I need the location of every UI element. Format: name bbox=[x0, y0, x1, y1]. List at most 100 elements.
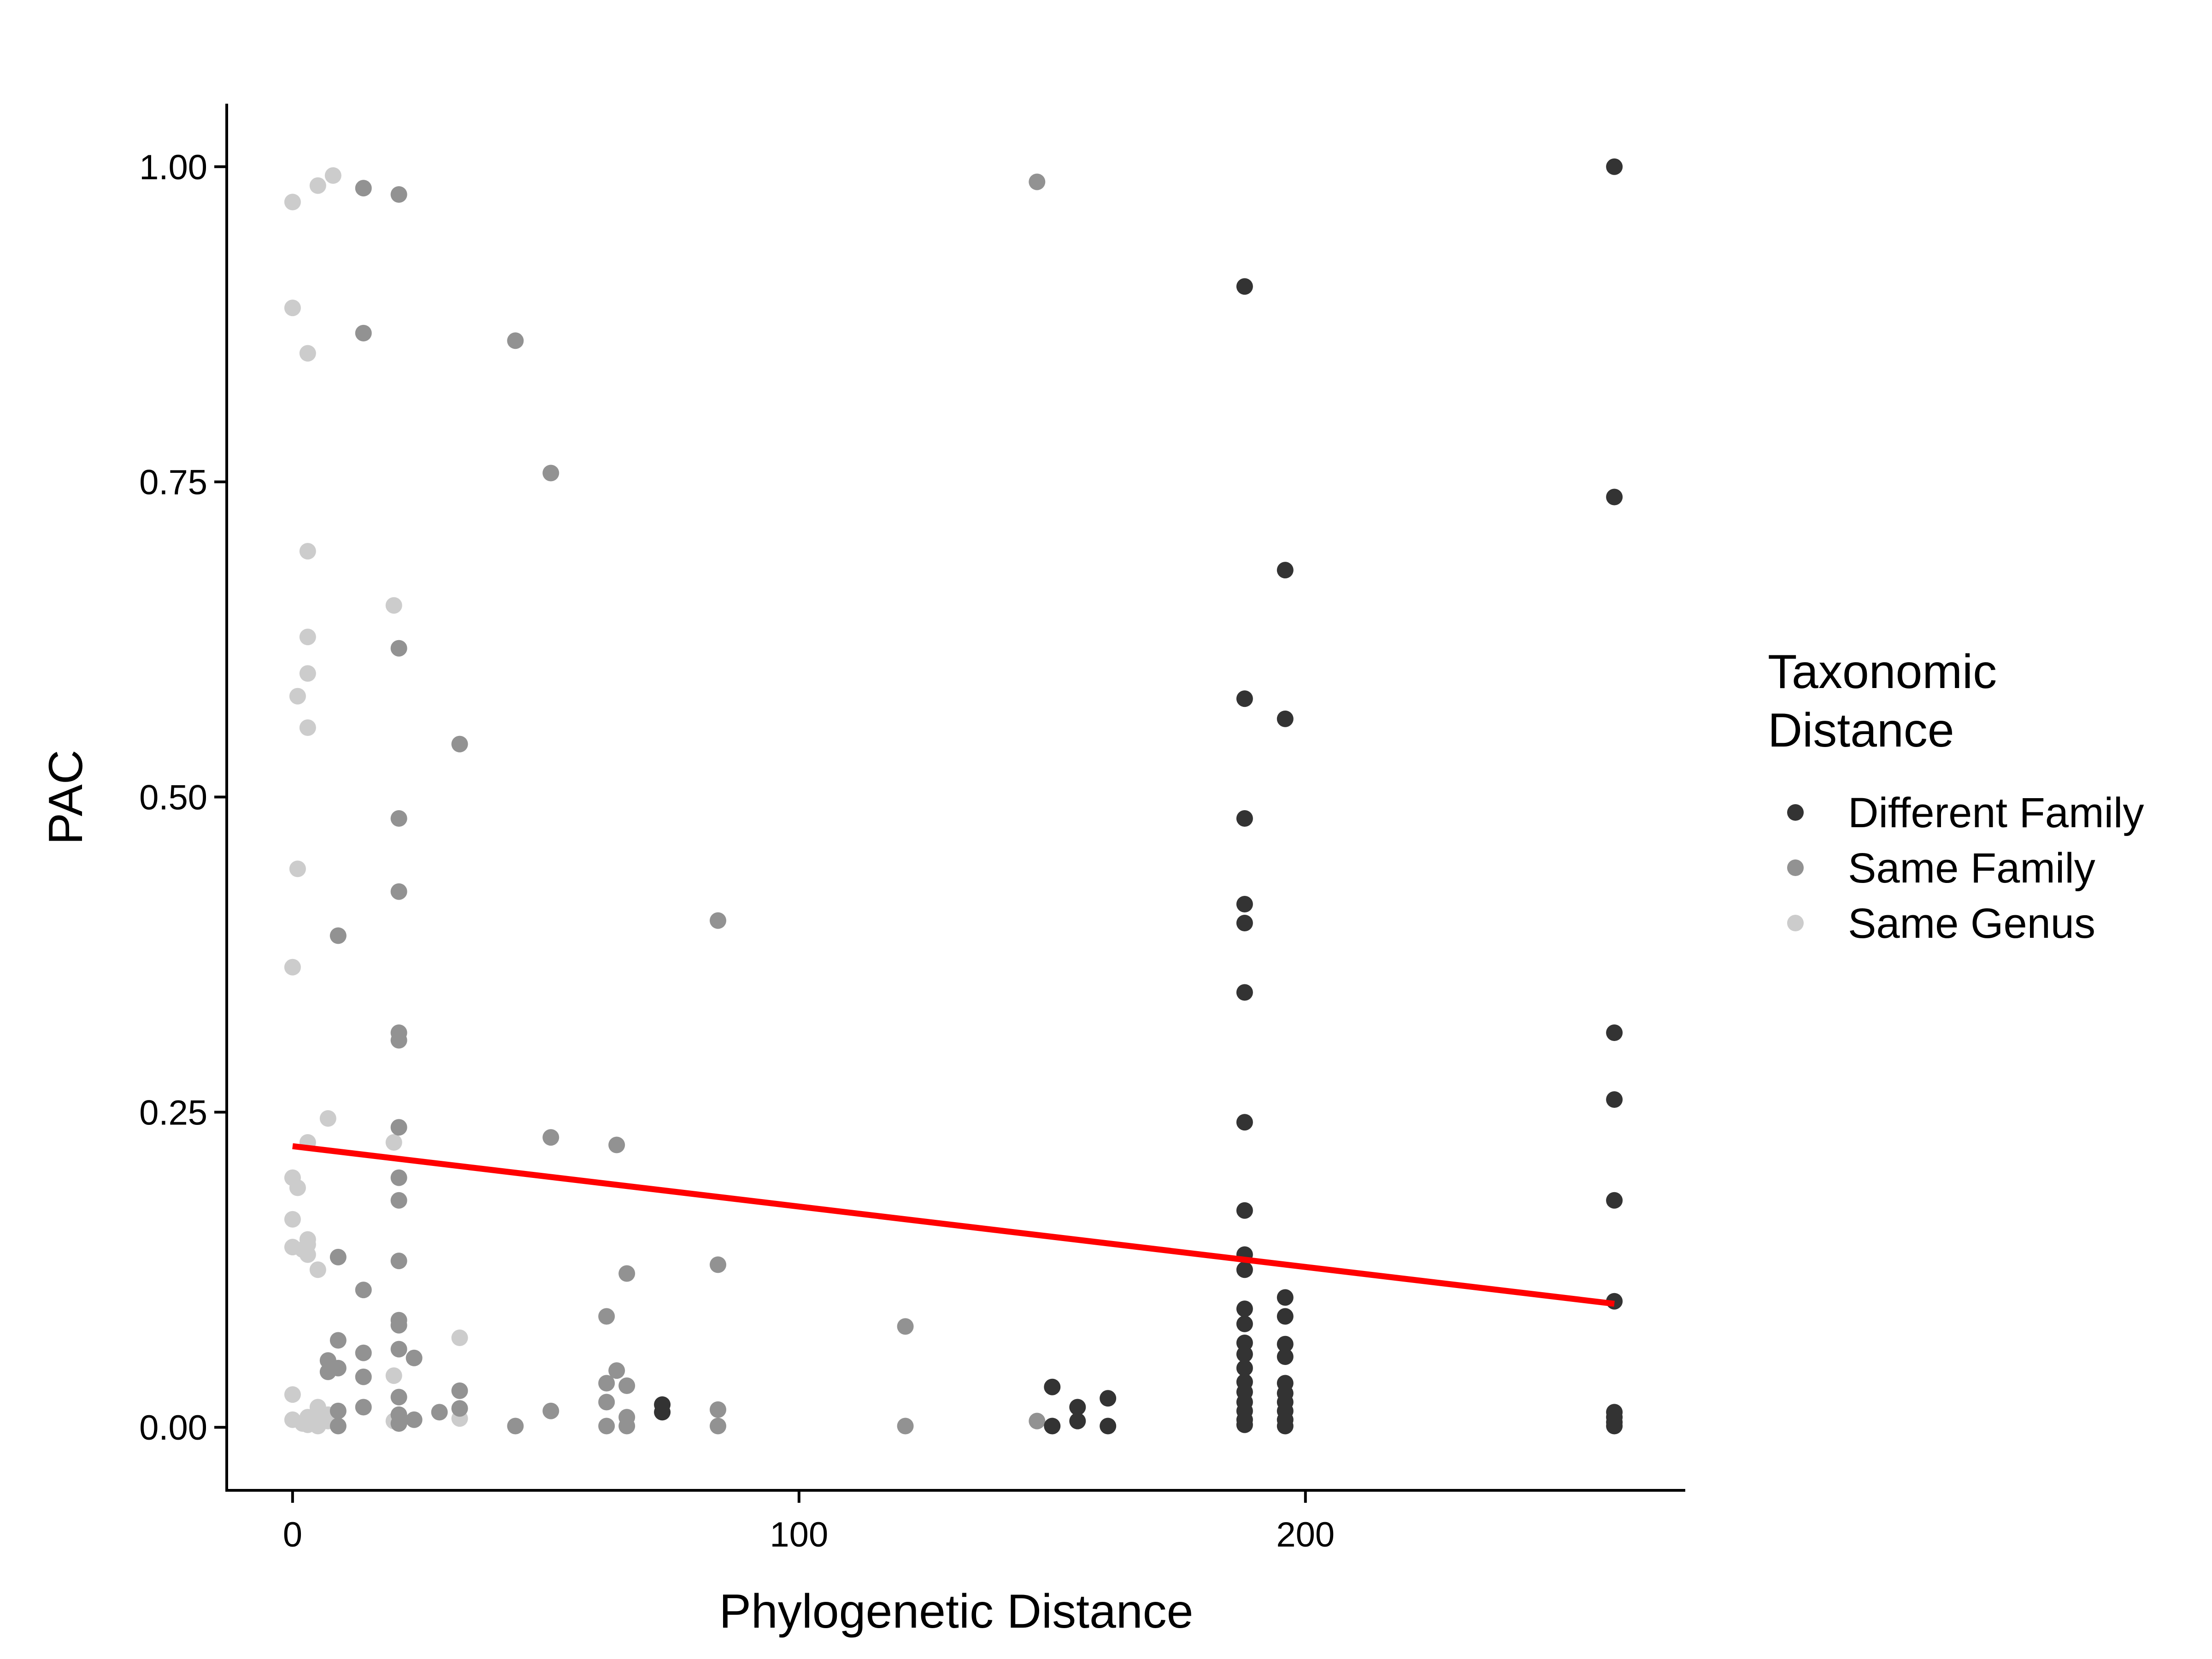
point-same-family bbox=[355, 1368, 372, 1385]
point-same-family bbox=[451, 1400, 468, 1417]
point-different-family bbox=[1236, 1114, 1253, 1131]
point-same-family bbox=[710, 1401, 726, 1418]
point-same-family bbox=[598, 1375, 615, 1392]
y-tick-label: 1.00 bbox=[139, 148, 207, 187]
point-different-family bbox=[1236, 915, 1253, 931]
point-different-family bbox=[1236, 1202, 1253, 1219]
point-same-genus bbox=[385, 1134, 402, 1151]
point-same-family bbox=[406, 1411, 423, 1428]
point-same-genus bbox=[284, 959, 301, 976]
point-different-family bbox=[1606, 1192, 1623, 1209]
point-same-family bbox=[598, 1418, 615, 1435]
point-same-family bbox=[329, 1402, 347, 1419]
point-same-genus bbox=[299, 345, 316, 362]
point-same-genus bbox=[299, 719, 316, 736]
x-tick-label: 0 bbox=[283, 1515, 302, 1554]
point-same-family bbox=[897, 1318, 914, 1335]
point-same-family bbox=[355, 1282, 372, 1299]
point-same-genus bbox=[284, 300, 301, 317]
point-different-family bbox=[1277, 1289, 1294, 1306]
point-same-family bbox=[608, 1362, 625, 1379]
point-different-family bbox=[1236, 1261, 1253, 1278]
point-different-family bbox=[1236, 984, 1253, 1001]
point-same-family bbox=[897, 1418, 914, 1435]
legend: Taxonomic Distance Different Family Same… bbox=[1768, 645, 2144, 947]
point-same-family bbox=[608, 1136, 625, 1153]
legend-key-different-family bbox=[1787, 804, 1804, 821]
point-different-family bbox=[1277, 1335, 1294, 1353]
point-different-family bbox=[1236, 690, 1253, 707]
y-tick-label: 0.50 bbox=[139, 778, 207, 818]
point-same-genus bbox=[451, 1330, 468, 1346]
point-same-family bbox=[390, 1388, 407, 1406]
legend-label-same-family: Same Family bbox=[1848, 845, 2095, 892]
point-different-family bbox=[1606, 1024, 1623, 1041]
x-tick-label: 200 bbox=[1276, 1515, 1335, 1554]
point-different-family bbox=[1606, 1091, 1623, 1108]
point-different-family bbox=[1277, 1418, 1294, 1435]
point-same-genus bbox=[289, 1179, 306, 1196]
point-same-family bbox=[390, 1169, 407, 1186]
point-different-family bbox=[1236, 1315, 1253, 1332]
point-different-family bbox=[1236, 1335, 1253, 1351]
point-same-family bbox=[542, 1129, 559, 1146]
x-axis-ticks: 0 100 200 bbox=[283, 1490, 1335, 1554]
point-same-family bbox=[390, 1317, 407, 1334]
x-tick-label: 100 bbox=[770, 1515, 828, 1554]
point-same-family bbox=[542, 465, 559, 482]
point-different-family bbox=[1277, 710, 1294, 727]
point-same-family bbox=[329, 1418, 347, 1435]
legend-label-different-family: Different Family bbox=[1848, 789, 2144, 836]
point-same-family bbox=[451, 1382, 468, 1399]
point-different-family bbox=[1044, 1378, 1061, 1395]
legend-key-same-genus bbox=[1787, 915, 1804, 931]
point-same-family bbox=[618, 1418, 635, 1435]
point-different-family bbox=[1606, 488, 1623, 506]
point-different-family bbox=[1236, 1359, 1253, 1377]
point-same-genus bbox=[385, 597, 402, 614]
point-different-family bbox=[1236, 278, 1253, 295]
point-same-family bbox=[710, 1256, 726, 1273]
point-same-family bbox=[542, 1402, 559, 1419]
point-different-family bbox=[1100, 1418, 1117, 1435]
y-axis-title: PAC bbox=[39, 750, 93, 845]
point-same-family bbox=[355, 324, 372, 341]
point-different-family bbox=[1277, 1308, 1294, 1325]
point-same-family bbox=[355, 1344, 372, 1361]
point-same-family bbox=[390, 1341, 407, 1358]
trend-line-group bbox=[292, 1143, 1615, 1307]
point-different-family bbox=[1606, 1418, 1623, 1435]
point-same-family bbox=[390, 186, 407, 203]
data-points bbox=[284, 158, 1623, 1435]
y-tick-label: 0.25 bbox=[139, 1093, 207, 1132]
point-same-family bbox=[390, 1032, 407, 1049]
point-different-family bbox=[1069, 1399, 1086, 1416]
point-same-family bbox=[390, 1415, 407, 1432]
point-same-family bbox=[1029, 173, 1046, 190]
trend-line bbox=[292, 1143, 1615, 1307]
point-same-family bbox=[451, 735, 468, 753]
point-different-family bbox=[654, 1404, 671, 1421]
y-tick-label: 0.00 bbox=[139, 1408, 207, 1447]
point-same-family bbox=[618, 1265, 635, 1282]
point-different-family bbox=[1236, 896, 1253, 912]
point-same-genus bbox=[319, 1110, 336, 1127]
point-same-genus bbox=[385, 1367, 402, 1384]
point-same-family bbox=[431, 1404, 448, 1421]
point-same-family bbox=[507, 332, 524, 349]
legend-title-line-1: Taxonomic bbox=[1768, 645, 1997, 699]
point-same-genus bbox=[299, 665, 316, 682]
point-different-family bbox=[1606, 158, 1623, 175]
point-same-family bbox=[329, 927, 347, 944]
point-different-family bbox=[1044, 1418, 1061, 1435]
point-same-family bbox=[390, 1119, 407, 1136]
point-different-family bbox=[1100, 1390, 1117, 1407]
point-same-genus bbox=[309, 1261, 326, 1278]
point-same-genus bbox=[309, 177, 326, 194]
point-different-family bbox=[1277, 562, 1294, 579]
point-different-family bbox=[1236, 1300, 1253, 1318]
point-same-family bbox=[507, 1418, 524, 1435]
point-same-family bbox=[390, 810, 407, 827]
point-same-family bbox=[710, 912, 726, 929]
